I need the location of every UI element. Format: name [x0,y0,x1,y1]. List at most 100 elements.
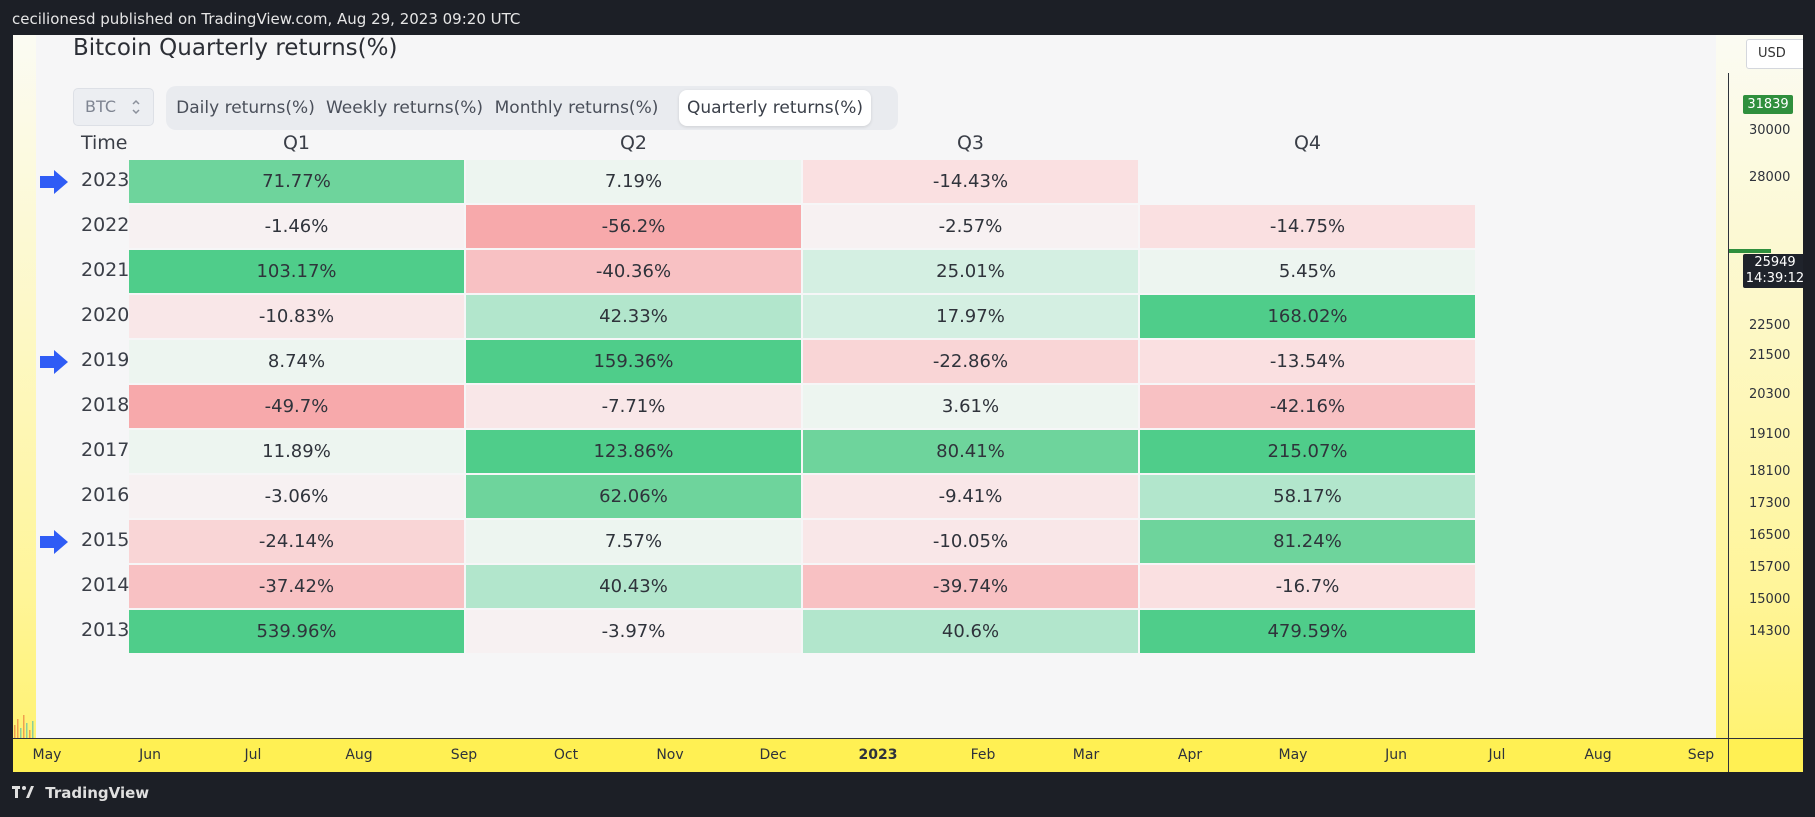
return-cell-2016-q2: 62.06% [466,475,801,518]
price-label: 20300 [1749,387,1791,402]
return-cell-2020-q2: 42.33% [466,295,801,338]
time-axis-label: Jul [1488,747,1506,763]
return-cell-2023-q4 [1140,160,1475,203]
return-cell-2022-q2: -56.2% [466,205,801,248]
time-axis-label: Mar [1072,747,1100,763]
axis-corner [1728,738,1803,772]
price-label: 18100 [1749,464,1791,479]
price-label: 15000 [1749,592,1791,607]
current-price-badge: 25949 14:39:12 [1743,254,1803,288]
return-cell-2015-q4: 81.24% [1140,520,1475,563]
price-label: 22500 [1749,318,1791,333]
chart-frame: Bitcoin Quarterly returns(%) BTC Daily r… [13,35,1803,772]
tab-weekly-returns[interactable]: Weekly returns(%) [325,98,484,118]
tab-daily-returns[interactable]: Daily returns(%) [176,98,315,118]
time-axis-label: May [1278,747,1308,763]
year-label-2015: 2015 [81,529,130,551]
return-cell-2021-q1: 103.17% [129,250,464,293]
time-axis[interactable] [13,738,1803,772]
time-axis-label: 2023 [858,747,898,763]
return-cell-2014-q3: -39.74% [803,565,1138,608]
returns-panel: Bitcoin Quarterly returns(%) BTC Daily r… [36,35,1716,738]
return-cell-2018-q1: -49.7% [129,385,464,428]
footer-brand[interactable]: TradingView [12,784,149,802]
time-axis-label: Sep [1687,747,1715,763]
return-cell-2014-q2: 40.43% [466,565,801,608]
price-label: 30000 [1749,123,1791,138]
return-cell-2015-q3: -10.05% [803,520,1138,563]
return-cell-2014-q1: -37.42% [129,565,464,608]
asset-select[interactable]: BTC [73,88,154,126]
footer-brand-label: TradingView [45,784,150,802]
time-axis-label: Aug [1584,747,1612,763]
year-marker-arrow-icon [40,530,68,554]
return-cell-2021-q3: 25.01% [803,250,1138,293]
volume-bars [14,715,34,738]
return-cell-2020-q3: 17.97% [803,295,1138,338]
price-axis[interactable] [1728,73,1801,738]
column-header-q3: Q3 [956,132,985,154]
tab-quarterly-returns[interactable]: Quarterly returns(%) [679,90,871,126]
return-cell-2015-q1: -24.14% [129,520,464,563]
price-label: 16500 [1749,528,1791,543]
year-label-2019: 2019 [81,349,130,371]
time-axis-label: Nov [656,747,684,763]
year-label-2013: 2013 [81,619,130,641]
return-cell-2020-q1: -10.83% [129,295,464,338]
return-cell-2023-q1: 71.77% [129,160,464,203]
return-cell-2014-q4: -16.7% [1140,565,1475,608]
year-label-2018: 2018 [81,394,130,416]
return-cell-2019-q1: 8.74% [129,340,464,383]
return-cell-2019-q4: -13.54% [1140,340,1475,383]
return-cell-2022-q1: -1.46% [129,205,464,248]
column-header-q2: Q2 [619,132,648,154]
return-cell-2013-q4: 479.59% [1140,610,1475,653]
return-cell-2022-q4: -14.75% [1140,205,1475,248]
asset-select-value: BTC [85,97,116,116]
price-label: 28000 [1749,170,1791,185]
year-label-2020: 2020 [81,304,130,326]
return-cell-2017-q3: 80.41% [803,430,1138,473]
return-cell-2017-q2: 123.86% [466,430,801,473]
currency-selector[interactable]: USD [1746,39,1803,69]
price-label: 19100 [1749,427,1791,442]
return-cell-2013-q1: 539.96% [129,610,464,653]
price-label: 21500 [1749,348,1791,363]
return-cell-2017-q1: 11.89% [129,430,464,473]
return-cell-2019-q3: -22.86% [803,340,1138,383]
tab-monthly-returns[interactable]: Monthly returns(%) [494,98,659,118]
year-label-2014: 2014 [81,574,130,596]
return-cell-2018-q2: -7.71% [466,385,801,428]
year-label-2021: 2021 [81,259,130,281]
high-price-badge: 31839 [1743,95,1793,114]
time-axis-label: Oct [553,747,579,763]
return-cell-2017-q4: 215.07% [1140,430,1475,473]
price-marker [1729,249,1771,253]
return-cell-2016-q1: -3.06% [129,475,464,518]
page-title: Bitcoin Quarterly returns(%) [73,35,398,61]
price-label: 14300 [1749,624,1791,639]
time-axis-label: Aug [345,747,373,763]
time-axis-label: Apr [1177,747,1203,763]
return-cell-2020-q4: 168.02% [1140,295,1475,338]
return-cell-2019-q2: 159.36% [466,340,801,383]
time-axis-label: Jul [244,747,262,763]
return-cell-2021-q4: 5.45% [1140,250,1475,293]
return-cell-2018-q4: -42.16% [1140,385,1475,428]
year-marker-arrow-icon [40,170,68,194]
time-header: Time [81,132,128,154]
return-cell-2013-q2: -3.97% [466,610,801,653]
time-axis-label: Jun [139,747,161,763]
column-header-q1: Q1 [282,132,311,154]
tradingview-logo-icon [12,784,34,802]
year-marker-arrow-icon [40,350,68,374]
price-label: 17300 [1749,496,1791,511]
return-cell-2016-q3: -9.41% [803,475,1138,518]
time-axis-label: Dec [759,747,787,763]
return-cell-2016-q4: 58.17% [1140,475,1475,518]
up-down-chevron-icon [131,89,141,140]
time-axis-label: May [32,747,62,763]
return-cell-2021-q2: -40.36% [466,250,801,293]
column-header-q4: Q4 [1293,132,1322,154]
return-cell-2022-q3: -2.57% [803,205,1138,248]
